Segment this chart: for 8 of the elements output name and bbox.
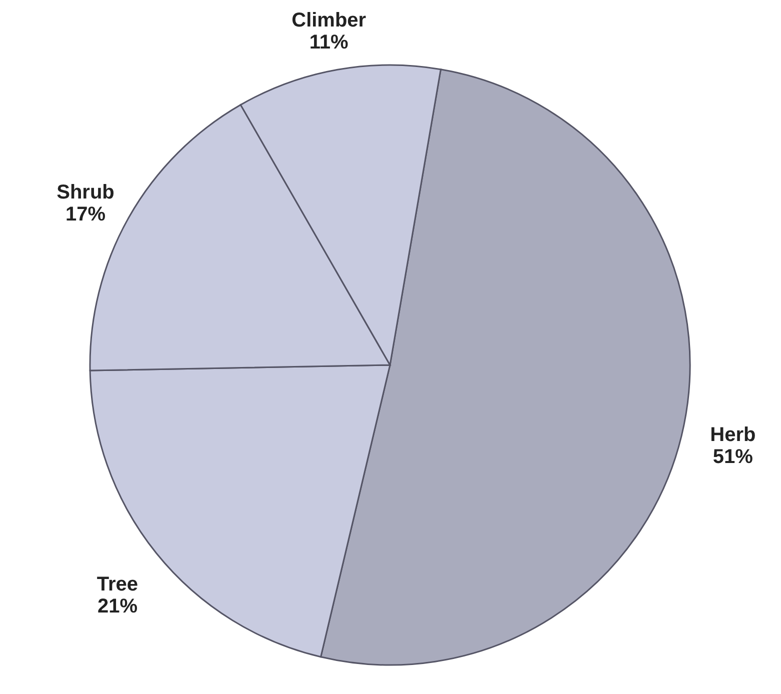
data-label: 21% bbox=[97, 596, 138, 618]
data-label: 51% bbox=[712, 446, 754, 468]
slice-label: Shrub bbox=[56, 181, 114, 204]
data-label: 11% bbox=[309, 31, 349, 54]
slice-label: Herb bbox=[710, 424, 756, 446]
slice-label: Tree bbox=[96, 574, 138, 596]
data-label: 17% bbox=[65, 203, 106, 226]
slice-label: Climber bbox=[292, 9, 366, 32]
